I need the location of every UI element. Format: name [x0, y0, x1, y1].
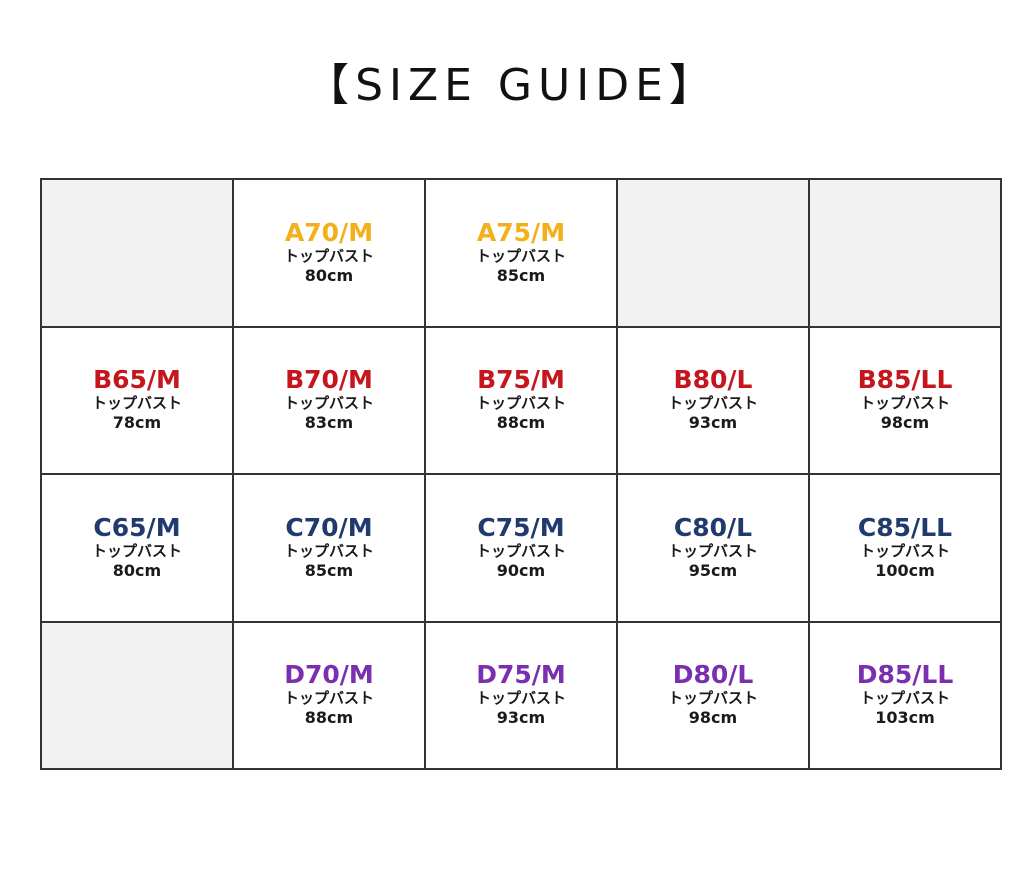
size-cell: D80/L トップバスト 98cm: [618, 622, 810, 770]
top-bust-value: 90cm: [496, 560, 546, 580]
empty-cell: [810, 180, 1002, 328]
top-bust-label: トップバスト: [667, 541, 758, 560]
size-cell: B85/LL トップバスト 98cm: [810, 327, 1002, 475]
top-bust-value: 88cm: [496, 413, 546, 433]
top-bust-value: 98cm: [880, 413, 930, 433]
top-bust-label: トップバスト: [475, 394, 566, 413]
size-cell: B75/M トップバスト 88cm: [426, 327, 618, 475]
top-bust-value: 88cm: [304, 708, 354, 728]
top-bust-label: トップバスト: [859, 394, 950, 413]
empty-cell: [618, 180, 810, 328]
size-cell: D85/LL トップバスト 103cm: [810, 622, 1002, 770]
size-cell: C80/L トップバスト 95cm: [618, 475, 810, 623]
top-bust-label: トップバスト: [475, 689, 566, 708]
size-code: C70/M: [285, 512, 373, 542]
size-code: D75/M: [476, 660, 566, 690]
top-bust-label: トップバスト: [283, 394, 374, 413]
size-cell: A75/M トップバスト 85cm: [426, 180, 618, 328]
size-code: C80/L: [673, 512, 753, 542]
size-code: B65/M: [93, 365, 181, 395]
top-bust-value: 83cm: [304, 413, 354, 433]
size-code: C75/M: [477, 512, 565, 542]
top-bust-value: 93cm: [688, 413, 738, 433]
top-bust-value: 98cm: [688, 708, 738, 728]
top-bust-label: トップバスト: [859, 541, 950, 560]
size-cell: B80/L トップバスト 93cm: [618, 327, 810, 475]
size-code: A75/M: [476, 217, 566, 247]
size-cell: D75/M トップバスト 93cm: [426, 622, 618, 770]
top-bust-label: トップバスト: [283, 541, 374, 560]
top-bust-label: トップバスト: [475, 246, 566, 265]
size-cell: C65/M トップバスト 80cm: [42, 475, 234, 623]
top-bust-label: トップバスト: [91, 394, 182, 413]
top-bust-label: トップバスト: [667, 689, 758, 708]
size-cell: B70/M トップバスト 83cm: [234, 327, 426, 475]
empty-cell: [42, 622, 234, 770]
top-bust-label: トップバスト: [475, 541, 566, 560]
size-code: D70/M: [284, 660, 374, 690]
size-code: B70/M: [285, 365, 373, 395]
size-code: B80/L: [673, 365, 753, 395]
top-bust-label: トップバスト: [667, 394, 758, 413]
size-code: B85/LL: [857, 365, 953, 395]
size-cell: C85/LL トップバスト 100cm: [810, 475, 1002, 623]
top-bust-value: 100cm: [875, 560, 935, 580]
size-guide-table: A70/M トップバスト 80cm A75/M トップバスト 85cm B65/M トップバス…: [40, 178, 1002, 770]
size-cell: D70/M トップバスト 88cm: [234, 622, 426, 770]
size-cell: A70/M トップバスト 80cm: [234, 180, 426, 328]
size-code: C85/LL: [857, 512, 953, 542]
size-code: B75/M: [477, 365, 565, 395]
top-bust-label: トップバスト: [859, 689, 950, 708]
size-cell: B65/M トップバスト 78cm: [42, 327, 234, 475]
top-bust-value: 80cm: [112, 560, 162, 580]
size-cell: C70/M トップバスト 85cm: [234, 475, 426, 623]
page-title: 【SIZE GUIDE】: [305, 60, 719, 111]
top-bust-label: トップバスト: [283, 246, 374, 265]
top-bust-label: トップバスト: [283, 689, 374, 708]
empty-cell: [42, 180, 234, 328]
size-code: C65/M: [93, 512, 181, 542]
top-bust-value: 85cm: [496, 265, 546, 285]
size-code: A70/M: [284, 217, 374, 247]
size-code: D85/LL: [856, 660, 954, 690]
top-bust-value: 95cm: [688, 560, 738, 580]
size-code: D80/L: [672, 660, 754, 690]
top-bust-value: 93cm: [496, 708, 546, 728]
top-bust-value: 78cm: [112, 413, 162, 433]
top-bust-value: 80cm: [304, 265, 354, 285]
top-bust-value: 85cm: [304, 560, 354, 580]
top-bust-label: トップバスト: [91, 541, 182, 560]
size-cell: C75/M トップバスト 90cm: [426, 475, 618, 623]
top-bust-value: 103cm: [875, 708, 935, 728]
